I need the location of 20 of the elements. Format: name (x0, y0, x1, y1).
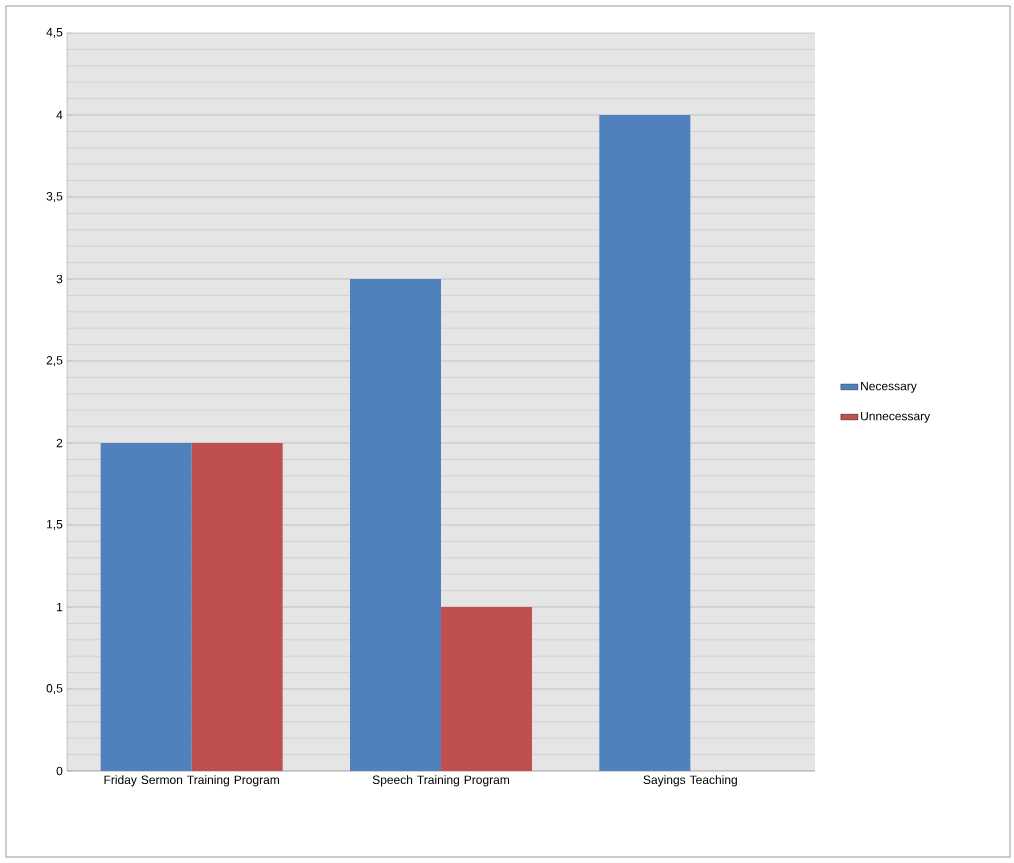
bar (191, 443, 283, 771)
bar (599, 115, 691, 771)
legend-label: Necessary (861, 381, 917, 393)
y-tick-label: 0,5 (46, 684, 63, 694)
x-tick-label: Speech Training Program (372, 775, 509, 787)
y-tick-label: 2,5 (46, 356, 63, 366)
y-tick-label: 3,5 (46, 192, 63, 202)
bar (100, 443, 192, 771)
x-tick-label: Friday Sermon Training Program (104, 775, 279, 787)
y-tick-label: 4,5 (46, 28, 63, 38)
legend-label: Unnecessary (861, 412, 931, 423)
y-tick-label: 1,5 (47, 520, 63, 530)
x-tick-label: Sayings Teaching (643, 775, 737, 787)
y-tick-label: 3 (56, 274, 63, 284)
y-tick-label: 4 (56, 110, 63, 120)
bar (350, 278, 441, 771)
y-tick-label: 1 (57, 602, 63, 612)
y-tick-label: 2 (56, 438, 63, 448)
y-tick-label: 0 (56, 766, 63, 776)
bar (441, 607, 533, 771)
